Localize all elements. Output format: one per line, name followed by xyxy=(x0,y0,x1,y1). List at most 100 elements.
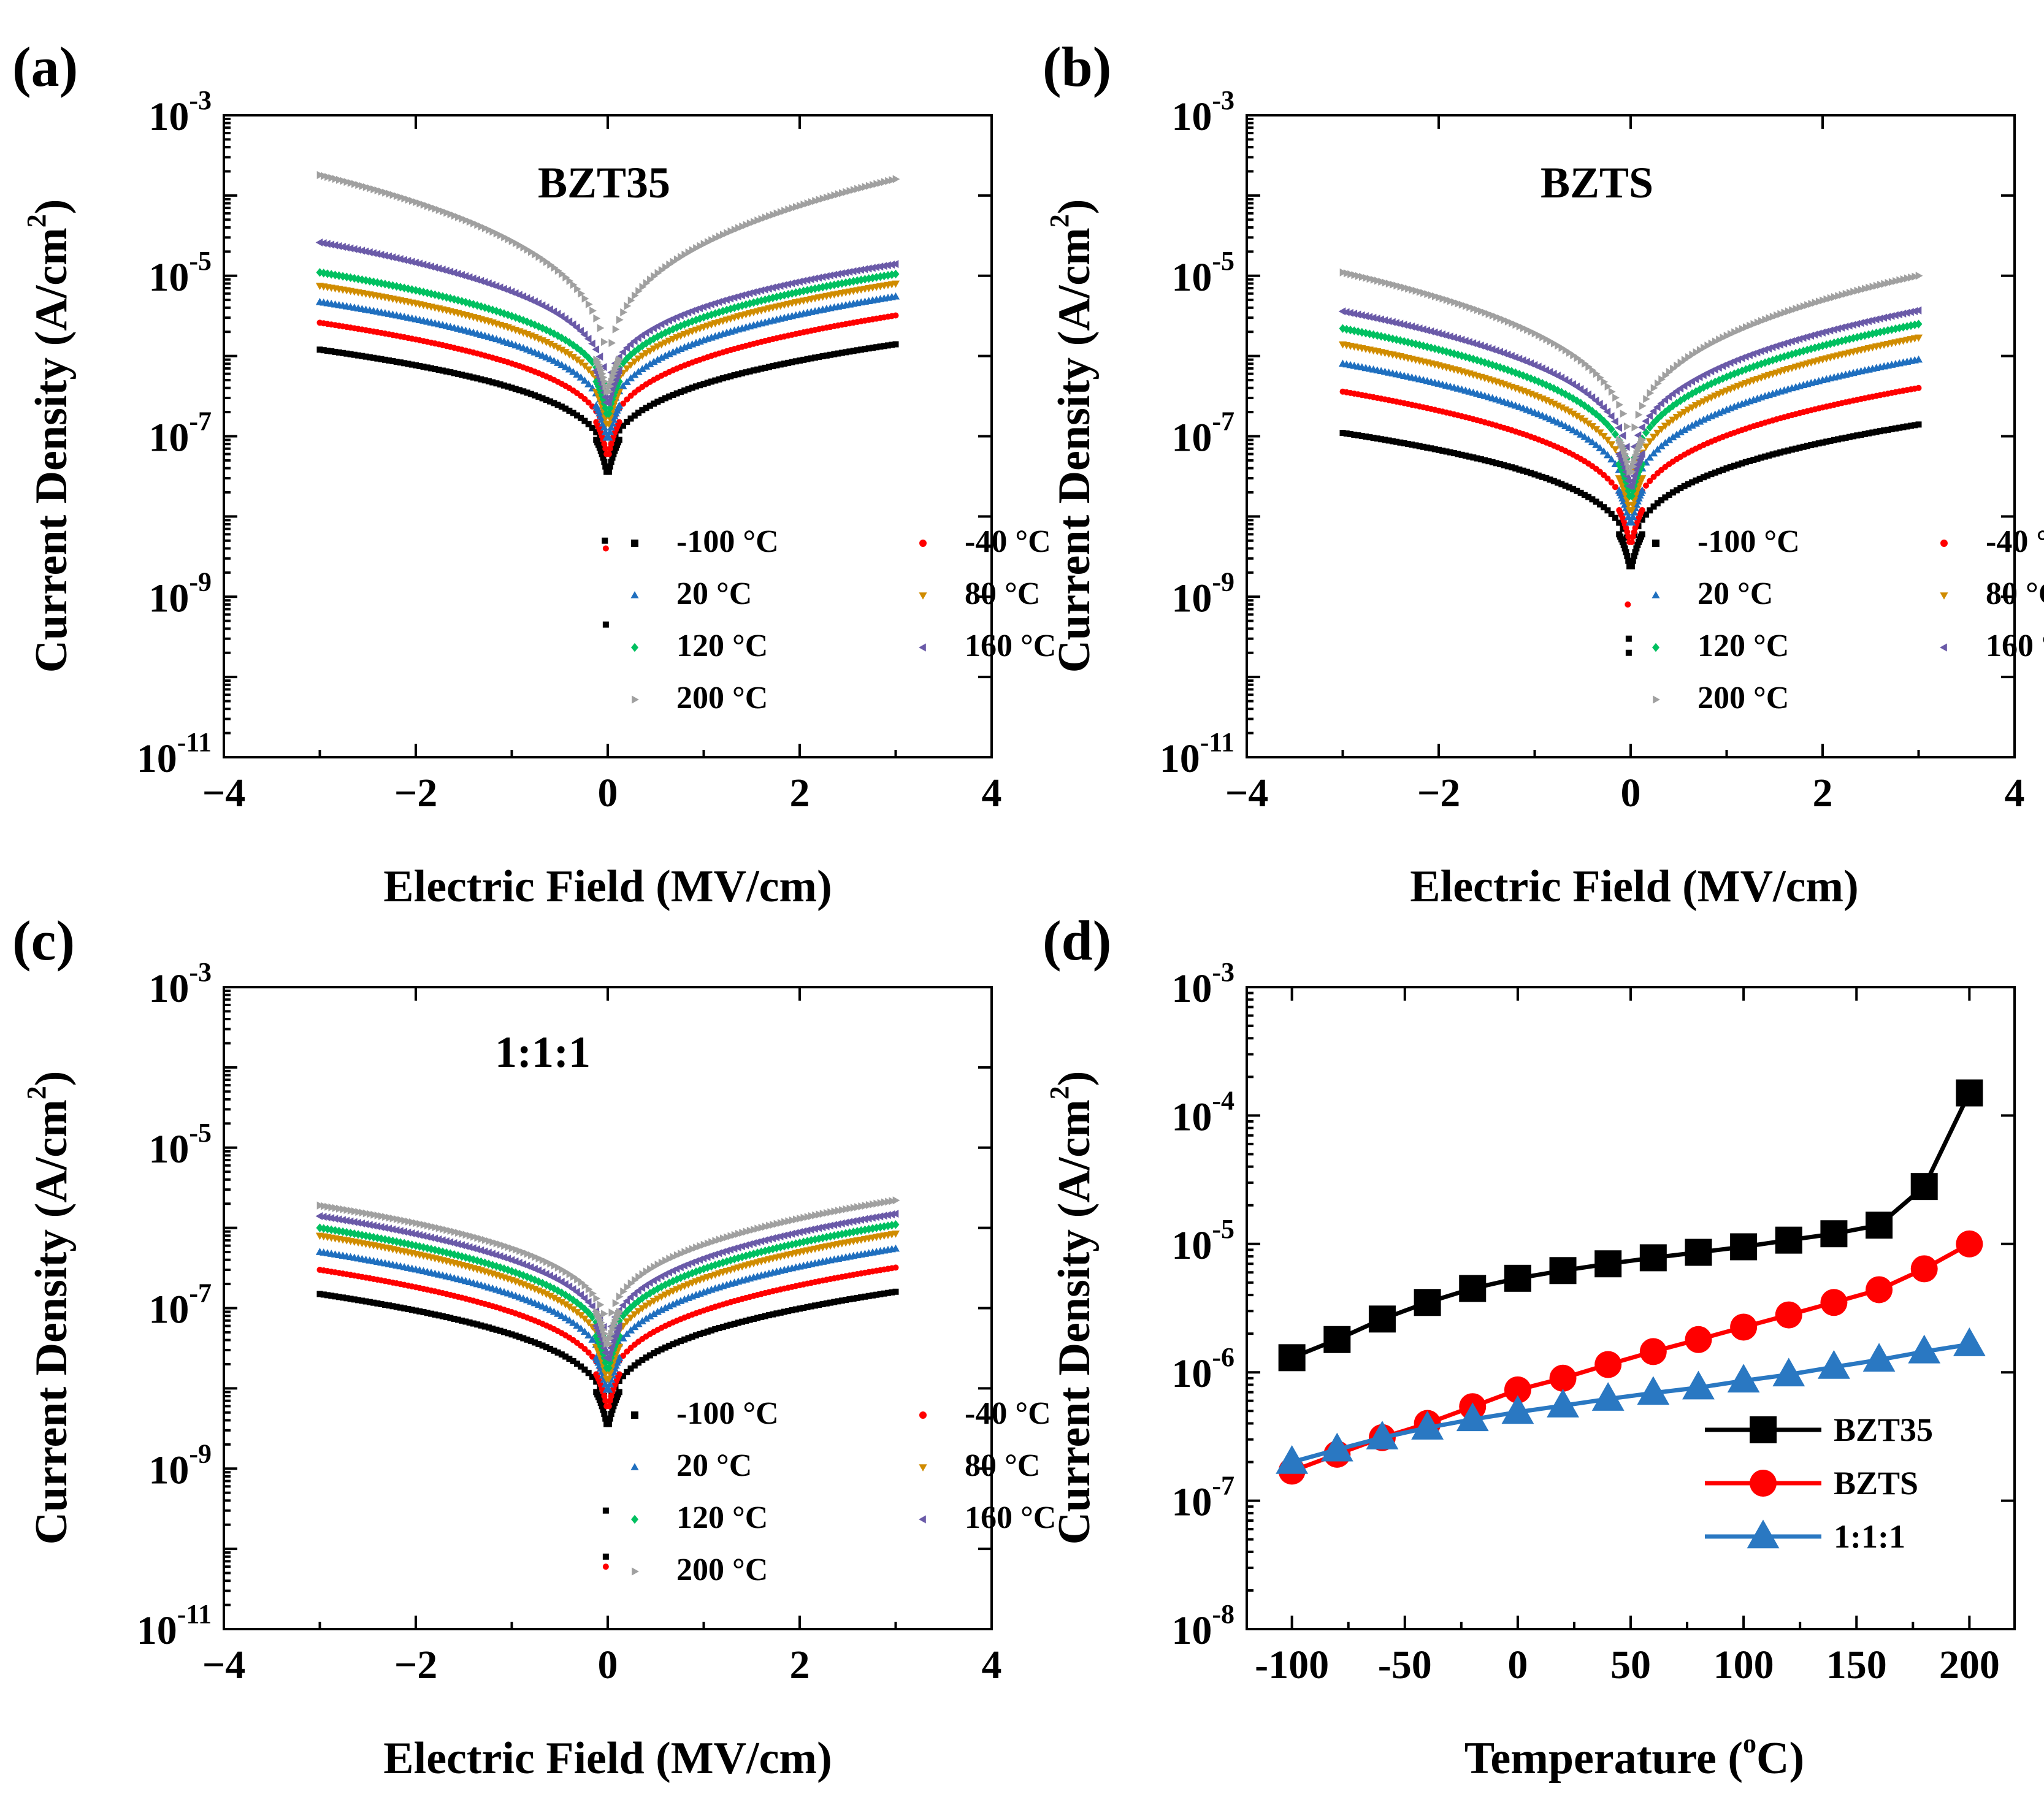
data-point xyxy=(431,1234,438,1243)
data-point xyxy=(339,1216,346,1224)
data-point xyxy=(511,313,519,323)
x-axis-label: Temperature (oC) xyxy=(1464,1728,1804,1784)
data-point xyxy=(1818,328,1826,337)
data-point xyxy=(519,1270,527,1280)
data-point xyxy=(1436,293,1443,302)
data-point xyxy=(727,1321,734,1328)
data-point xyxy=(1720,467,1726,473)
data-point xyxy=(1908,1334,1941,1364)
data-point xyxy=(1361,311,1369,321)
data-point xyxy=(404,1228,411,1237)
data-point xyxy=(827,1299,834,1306)
data-point xyxy=(845,1218,853,1226)
data-point xyxy=(602,1375,611,1383)
data-point xyxy=(568,320,576,329)
data-point xyxy=(635,410,642,416)
data-point xyxy=(481,1258,489,1267)
y-axis-label: Current Density (A/cm2) xyxy=(1044,199,1100,673)
data-point xyxy=(408,1218,416,1227)
data-point xyxy=(595,353,603,361)
data-point xyxy=(470,374,477,381)
data-point xyxy=(1823,295,1831,304)
data-point xyxy=(1831,437,1837,443)
data-point xyxy=(597,324,605,332)
data-point xyxy=(1456,1402,1489,1432)
data-point xyxy=(1416,288,1424,296)
data-point xyxy=(623,1307,631,1316)
data-point xyxy=(1570,351,1577,360)
data-point xyxy=(1500,364,1508,373)
data-point xyxy=(1608,511,1615,517)
data-point xyxy=(623,354,631,364)
data-point xyxy=(570,1272,578,1281)
data-point xyxy=(753,1238,760,1247)
legend-label: -40 °C xyxy=(965,1396,1051,1431)
data-point xyxy=(508,237,516,245)
data-point xyxy=(700,381,707,388)
data-point xyxy=(1396,336,1404,345)
data-point xyxy=(670,1253,678,1261)
data-point xyxy=(316,346,323,353)
data-point xyxy=(1847,288,1854,297)
data-point xyxy=(1477,456,1484,463)
data-point xyxy=(1912,272,1920,281)
data-point xyxy=(1604,420,1612,430)
data-point xyxy=(787,1229,795,1238)
data-point xyxy=(1415,324,1423,333)
data-point xyxy=(1839,291,1847,299)
data-point xyxy=(1649,433,1658,441)
data-point xyxy=(1814,329,1822,338)
data-point xyxy=(658,1346,665,1353)
data-point xyxy=(1399,321,1407,329)
data-point xyxy=(565,351,573,359)
panel-letter: (a) xyxy=(12,36,78,98)
text-part: -4 xyxy=(1212,1085,1234,1115)
data-point xyxy=(370,185,378,194)
data-point xyxy=(1849,321,1856,329)
data-point xyxy=(754,1315,761,1321)
data-point xyxy=(557,346,566,354)
data-point xyxy=(823,352,830,359)
series-BZT35 xyxy=(1278,1079,1983,1372)
data-point xyxy=(361,1220,369,1229)
data-point xyxy=(1420,289,1428,297)
data-point xyxy=(576,327,584,335)
data-point xyxy=(603,1339,611,1348)
data-point xyxy=(605,1348,613,1357)
panel-letter: (b) xyxy=(1043,36,1111,98)
data-point xyxy=(554,1349,561,1356)
data-point xyxy=(1574,354,1582,362)
data-point xyxy=(1766,452,1772,459)
data-point xyxy=(381,1223,388,1232)
data-point xyxy=(523,317,531,326)
data-point xyxy=(1588,393,1596,402)
data-point xyxy=(602,420,611,428)
data-point xyxy=(1385,333,1393,343)
data-point xyxy=(585,1285,593,1294)
text-part: -9 xyxy=(1212,567,1234,597)
data-point xyxy=(599,362,607,372)
data-point xyxy=(785,205,793,214)
data-point xyxy=(654,399,661,405)
data-point xyxy=(539,395,546,402)
data-point xyxy=(370,1299,377,1306)
data-point xyxy=(512,239,520,248)
plot-frame xyxy=(223,986,993,1630)
data-point xyxy=(428,1222,435,1231)
data-point xyxy=(800,1213,808,1222)
data-point xyxy=(619,1334,627,1342)
text-part: ) xyxy=(26,199,77,215)
data-point xyxy=(743,369,749,376)
data-point xyxy=(616,356,624,364)
data-point xyxy=(1762,315,1769,324)
data-point xyxy=(1527,374,1535,383)
data-point xyxy=(374,355,381,362)
data-point xyxy=(626,340,634,349)
data-point xyxy=(734,1253,742,1263)
data-point xyxy=(1488,360,1496,370)
data-point xyxy=(619,1301,626,1310)
data-point xyxy=(616,437,622,443)
data-point xyxy=(1523,468,1530,475)
data-point xyxy=(505,1330,511,1337)
data-point xyxy=(624,1283,632,1291)
